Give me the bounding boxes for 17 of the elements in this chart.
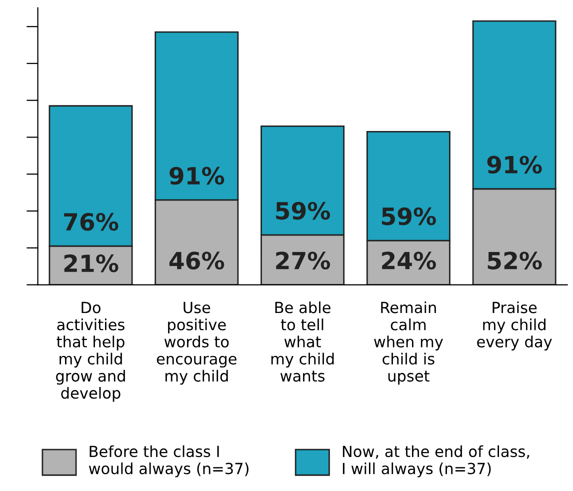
x-tick-label: Be able to tell what my child wants [271, 301, 334, 382]
legend-label: Before the class I would always (n=37) [88, 445, 248, 478]
data-label: 91% [170, 166, 224, 185]
data-label: 59% [382, 207, 436, 226]
legend-label: Now, at the end of class, I will always (n=37) [342, 445, 530, 478]
data-label: 21% [64, 254, 118, 272]
x-tick-label: Use positive words to encourage my child [156, 302, 236, 385]
x-tick-label: Remain calm when my child is upset [374, 301, 443, 385]
data-label: 24% [382, 252, 436, 270]
data-label: 59% [276, 202, 330, 220]
data-label: 52% [488, 252, 542, 270]
data-label: 46% [169, 252, 224, 270]
data-label: 27% [276, 252, 330, 270]
x-tick-label: Praise my child every day [477, 301, 552, 350]
data-label: 76% [64, 212, 118, 231]
data-label: 91% [487, 156, 542, 174]
x-tick-label: Do activities that help my child grow and develop [56, 302, 125, 402]
